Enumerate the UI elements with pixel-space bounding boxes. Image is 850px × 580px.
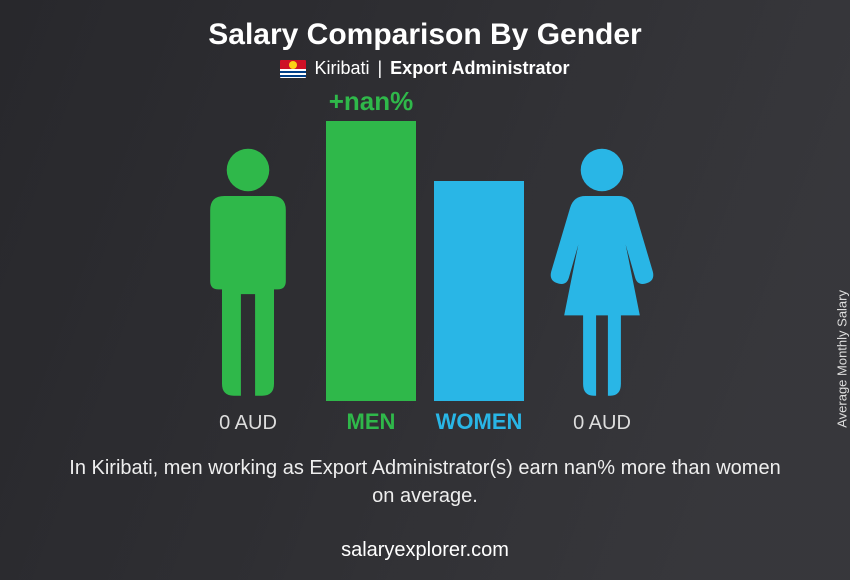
page-title: Salary Comparison By Gender — [0, 18, 850, 52]
subtitle-separator: | — [377, 58, 382, 79]
female-icon-col: 0 AUD — [542, 144, 662, 435]
women-bar — [434, 181, 524, 401]
men-bar-col: +nan% MEN — [326, 86, 416, 435]
men-bar — [326, 121, 416, 401]
axis-label: Average Monthly Salary — [835, 290, 850, 428]
men-category-label: MEN — [347, 409, 396, 435]
male-person-icon — [188, 144, 308, 404]
subtitle-role: Export Administrator — [390, 58, 569, 79]
subtitle-country: Kiribati — [314, 58, 369, 79]
footer-link[interactable]: salaryexplorer.com — [0, 539, 850, 562]
subtitle-row: Kiribati | Export Administrator — [0, 58, 850, 79]
female-person-icon — [542, 144, 662, 404]
male-icon-col: 0 AUD — [188, 144, 308, 435]
chart-area: 0 AUD +nan% MEN WOMEN 0 AUD — [0, 95, 850, 435]
delta-label: +nan% — [329, 86, 414, 117]
flag-icon — [280, 60, 306, 78]
description-text: In Kiribati, men working as Export Admin… — [60, 454, 790, 510]
men-value-label: 0 AUD — [219, 412, 277, 435]
women-bar-col: WOMEN — [434, 181, 524, 435]
women-value-label: 0 AUD — [573, 412, 631, 435]
women-category-label: WOMEN — [436, 409, 523, 435]
